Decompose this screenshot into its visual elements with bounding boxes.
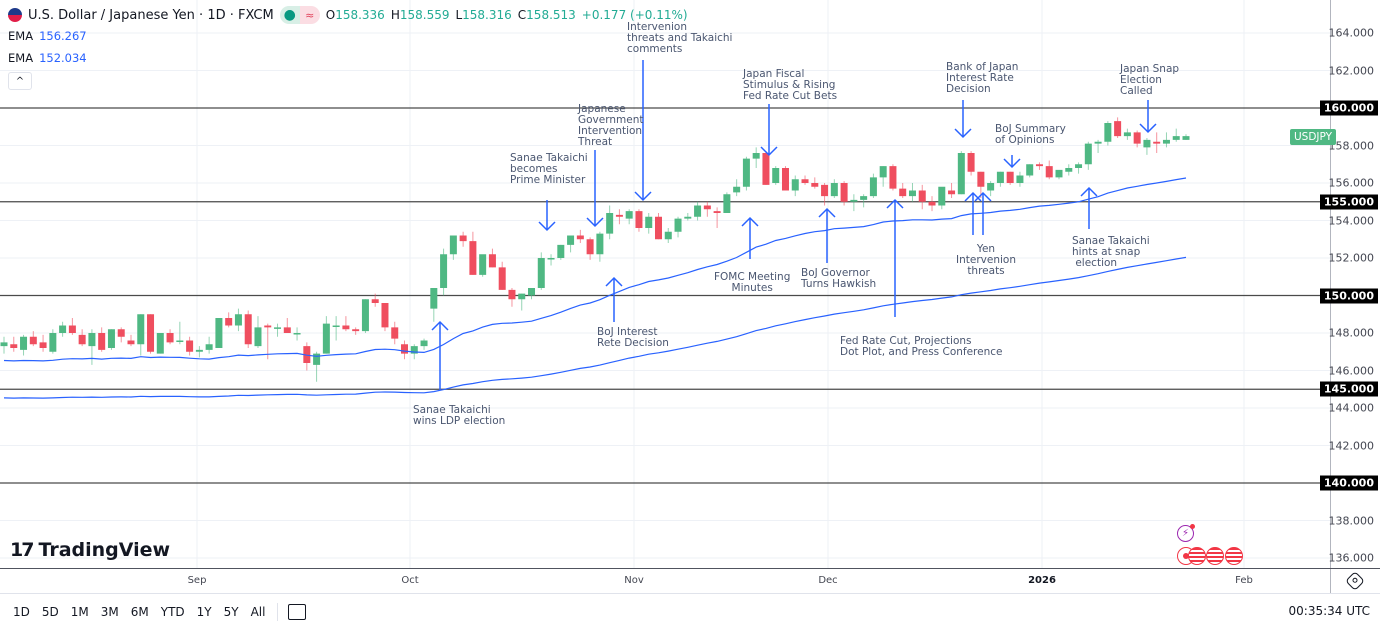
price-change: +0.177 (+0.11%)	[581, 8, 688, 22]
ohlc-values: O158.336 H158.559 L158.316 C158.513 +0.1…	[325, 8, 688, 22]
range-6m-button[interactable]: 6M	[130, 605, 149, 619]
price-tick-label: 148.000	[1328, 326, 1375, 340]
level-price-label: 160.000	[1319, 100, 1378, 116]
price-tick-label: 144.000	[1328, 401, 1375, 415]
range-1m-button[interactable]: 1M	[70, 605, 89, 619]
annotation-label[interactable]: Yen Intervenion threats	[956, 243, 1016, 277]
ema-fast-legend[interactable]: EMA 156.267	[8, 29, 87, 43]
range-1y-button[interactable]: 1Y	[196, 605, 212, 619]
annotation-label[interactable]: Fed Rate Cut, Projections Dot Plot, and …	[840, 335, 1003, 358]
level-price-label: 150.000	[1319, 288, 1378, 303]
us-flag-event-icon[interactable]	[1188, 547, 1206, 565]
annotation-label[interactable]: Japanese Government Intervention Threat	[578, 103, 644, 148]
annotation-label[interactable]: BoJ Interest Rete Decision	[597, 326, 669, 349]
price-tick-label: 142.000	[1328, 439, 1375, 452]
tradingview-wordmark: TradingView	[38, 539, 171, 561]
price-tick-label: 136.000	[1328, 551, 1375, 565]
bottom-toolbar: 1D 5D 1M 3M 6M YTD 1Y 5Y All 00:35:34 UT…	[0, 593, 1380, 630]
market-open-dot-icon: ●	[279, 6, 300, 24]
range-3m-button[interactable]: 3M	[100, 605, 119, 619]
us-flag-event-icon[interactable]	[1206, 547, 1224, 565]
price-tick-label: 164.000	[1328, 26, 1375, 40]
range-1d-button[interactable]: 1D	[13, 605, 30, 619]
price-tick-label: 154.000	[1328, 214, 1375, 227]
symbol-price-tag: USDJPY	[1290, 129, 1337, 145]
symbol-legend: U.S. Dollar / Japanese Yen · 1D · FXCM ●…	[8, 6, 688, 24]
range-5y-button[interactable]: 5Y	[223, 605, 239, 619]
go-to-date-calendar-icon[interactable]	[288, 604, 307, 620]
chart-canvas[interactable]	[0, 0, 1380, 594]
price-tick-label: 156.000	[1328, 176, 1375, 190]
range-5d-button[interactable]: 5D	[41, 605, 59, 619]
data-delay-icon: ≈	[299, 6, 320, 24]
price-tick-label: 146.000	[1328, 364, 1375, 377]
annotation-label[interactable]: Bank of Japan Interest Rate Decision	[946, 61, 1019, 95]
collapse-legend-button[interactable]: ^	[8, 72, 32, 90]
time-tick-label: Feb	[1235, 575, 1253, 586]
annotation-label[interactable]: Sanae Takaichi becomes Prime Minister	[510, 152, 588, 186]
annotation-label[interactable]: Sanae Takaichi hints at snap election	[1072, 235, 1150, 269]
us-flag-event-icon[interactable]	[1225, 547, 1243, 565]
level-price-label: 145.000	[1319, 381, 1378, 397]
time-tick-label: Nov	[624, 575, 644, 586]
price-tick-label: 138.000	[1328, 514, 1375, 527]
utc-clock[interactable]: 00:35:34 UTC	[1288, 604, 1371, 618]
tradingview-mark-icon: 17	[10, 539, 34, 561]
range-all-button[interactable]: All	[250, 605, 266, 619]
time-tick-label: Oct	[401, 575, 419, 586]
time-tick-label: Sep	[187, 575, 207, 586]
level-price-label: 155.000	[1319, 194, 1378, 210]
annotation-label[interactable]: Japan Fiscal Stimulus & Rising Fed Rate …	[743, 68, 838, 102]
usd-jpy-flag-icon	[8, 8, 22, 22]
annotation-label[interactable]: FOMC Meeting Minutes	[714, 271, 791, 294]
chevron-up-icon: ^	[15, 75, 25, 87]
range-ytd-button[interactable]: YTD	[160, 605, 185, 619]
annotation-label[interactable]: BoJ Summary of Opinions	[995, 123, 1066, 146]
price-tick-label: 152.000	[1328, 251, 1375, 265]
tradingview-logo[interactable]: 17 TradingView	[10, 539, 170, 561]
ema-slow-legend[interactable]: EMA 152.034	[8, 51, 87, 65]
price-tick-label: 162.000	[1328, 64, 1375, 77]
annotation-label[interactable]: BoJ Governor Turns Hawkish	[801, 267, 877, 290]
price-tick-label: 158.000	[1328, 139, 1375, 152]
toolbar-divider	[277, 603, 279, 621]
annotation-label[interactable]: Japan Snap Election Called	[1120, 63, 1180, 97]
market-status-pill[interactable]: ● ≈	[279, 6, 320, 24]
lightning-event-icon[interactable]: ⚡	[1177, 524, 1195, 542]
time-tick-label: 2026	[1028, 575, 1056, 586]
annotation-label[interactable]: Sanae Takaichi wins LDP election	[413, 404, 506, 427]
level-price-label: 140.000	[1319, 475, 1378, 491]
time-tick-label: Dec	[818, 575, 838, 586]
annotation-label[interactable]: Intervenion threats and Takaichi comment…	[627, 21, 733, 55]
symbol-title[interactable]: U.S. Dollar / Japanese Yen · 1D · FXCM	[28, 7, 274, 23]
